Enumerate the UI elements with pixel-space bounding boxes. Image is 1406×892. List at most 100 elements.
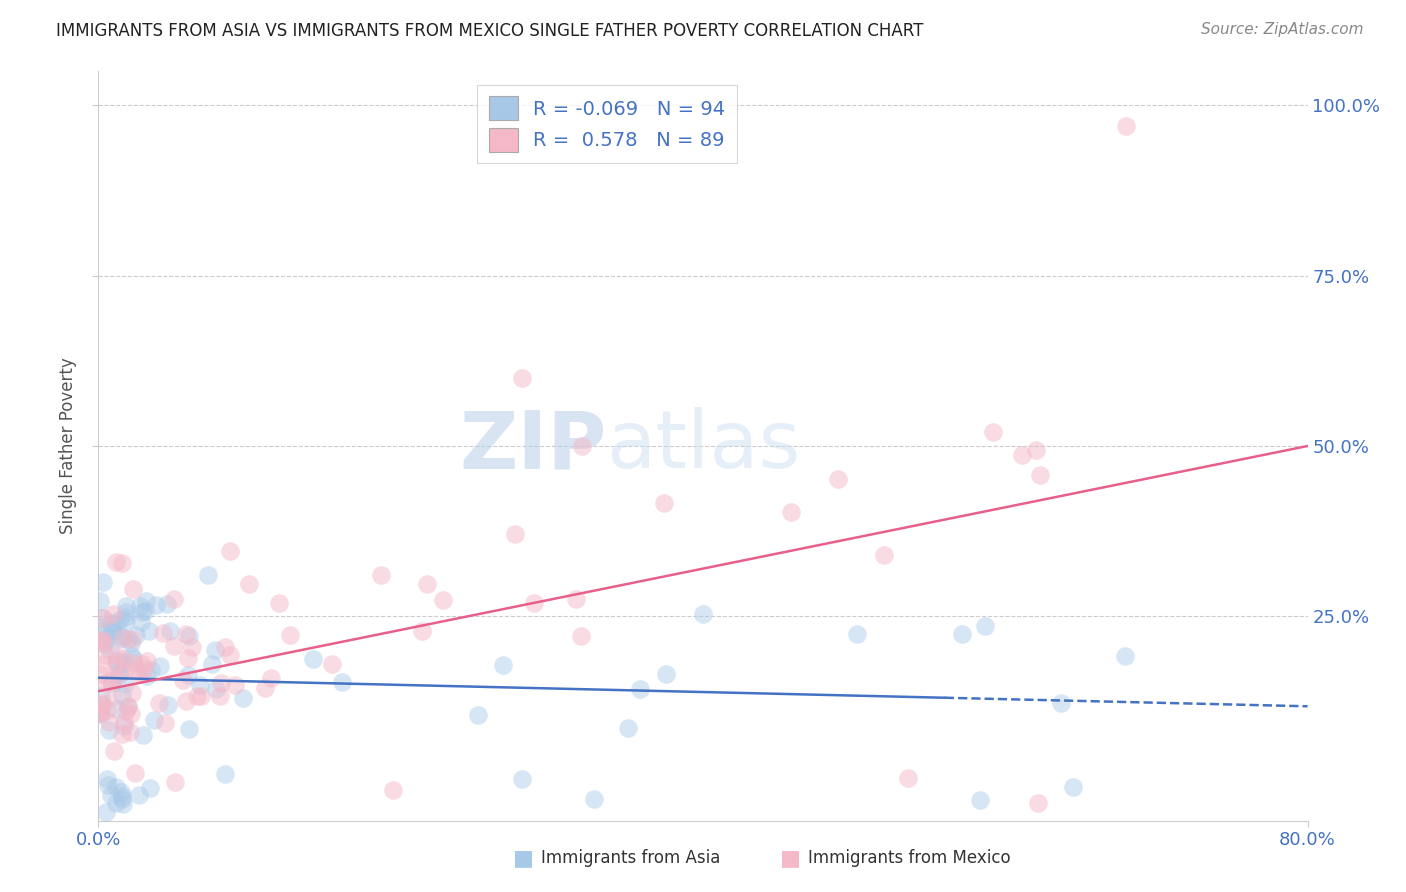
Point — [100, 788, 122, 802]
Point — [91, 575, 114, 590]
Point — [108, 658, 131, 673]
Point — [224, 678, 246, 692]
Point — [330, 674, 353, 689]
Point — [107, 613, 129, 627]
Point — [112, 664, 135, 678]
Point — [950, 627, 973, 641]
Point — [139, 664, 162, 678]
Point — [111, 631, 134, 645]
Point — [969, 792, 991, 806]
Point — [136, 669, 159, 683]
Point — [179, 723, 201, 737]
Point — [278, 628, 301, 642]
Point — [117, 698, 139, 713]
Point — [114, 704, 136, 718]
Point — [201, 657, 224, 672]
Point — [1049, 696, 1071, 710]
Text: Immigrants from Mexico: Immigrants from Mexico — [808, 849, 1011, 867]
Point — [89, 632, 111, 647]
Point — [1025, 442, 1047, 457]
Point — [131, 615, 153, 630]
Point — [209, 689, 232, 703]
Point — [107, 667, 129, 681]
Point — [112, 719, 135, 733]
Point — [110, 628, 132, 642]
Point — [156, 698, 179, 712]
Point — [101, 624, 124, 638]
Text: IMMIGRANTS FROM ASIA VS IMMIGRANTS FROM MEXICO SINGLE FATHER POVERTY CORRELATION: IMMIGRANTS FROM ASIA VS IMMIGRANTS FROM … — [56, 22, 924, 40]
Point — [120, 636, 142, 650]
Text: Source: ZipAtlas.com: Source: ZipAtlas.com — [1201, 22, 1364, 37]
Point — [89, 706, 111, 720]
Point — [136, 654, 159, 668]
Point — [260, 671, 283, 685]
Point — [652, 496, 675, 510]
Point — [89, 706, 111, 721]
Point — [121, 632, 143, 646]
Point — [145, 599, 167, 613]
Point — [111, 655, 134, 669]
Point — [134, 604, 156, 618]
Point — [105, 654, 128, 668]
Point — [91, 611, 114, 625]
Point — [209, 676, 232, 690]
Point — [254, 681, 277, 696]
Point — [177, 629, 200, 643]
Point — [416, 577, 439, 591]
Point — [93, 637, 115, 651]
Text: ZIP: ZIP — [458, 407, 606, 485]
Point — [583, 792, 606, 806]
Point — [382, 782, 405, 797]
Point — [153, 716, 176, 731]
Point — [129, 667, 152, 681]
Point — [90, 619, 112, 633]
Point — [503, 526, 526, 541]
Point — [93, 636, 115, 650]
Point — [104, 796, 127, 810]
Point — [163, 592, 186, 607]
Point — [232, 691, 254, 706]
Point — [100, 616, 122, 631]
Point — [204, 642, 226, 657]
Point — [523, 596, 546, 610]
Point — [565, 592, 588, 607]
Point — [97, 778, 120, 792]
Point — [873, 548, 896, 562]
Point — [152, 626, 174, 640]
Point — [111, 688, 134, 702]
Point — [125, 628, 148, 642]
Point — [983, 425, 1005, 439]
Point — [101, 690, 124, 704]
Point — [491, 658, 513, 673]
Point — [96, 772, 118, 786]
Point — [174, 627, 197, 641]
Point — [96, 631, 118, 645]
Point — [94, 648, 117, 662]
Point — [121, 686, 143, 700]
Point — [177, 667, 200, 681]
Point — [186, 689, 208, 703]
Point — [197, 568, 219, 582]
Point — [238, 577, 260, 591]
Point — [630, 681, 652, 696]
Point — [108, 665, 131, 679]
Point — [120, 707, 142, 722]
Point — [91, 698, 114, 713]
Point — [172, 673, 194, 687]
Point — [97, 723, 120, 738]
Point — [105, 648, 128, 662]
Point — [138, 624, 160, 639]
Point — [135, 594, 157, 608]
Point — [115, 605, 138, 619]
Point — [105, 702, 128, 716]
Point — [219, 648, 242, 663]
Point — [104, 617, 127, 632]
Point — [411, 624, 433, 638]
Point — [1028, 796, 1050, 810]
Point — [125, 664, 148, 678]
Point — [370, 567, 392, 582]
Point — [129, 599, 152, 614]
Point — [93, 676, 115, 690]
Point — [132, 662, 155, 676]
Text: atlas: atlas — [606, 407, 800, 485]
